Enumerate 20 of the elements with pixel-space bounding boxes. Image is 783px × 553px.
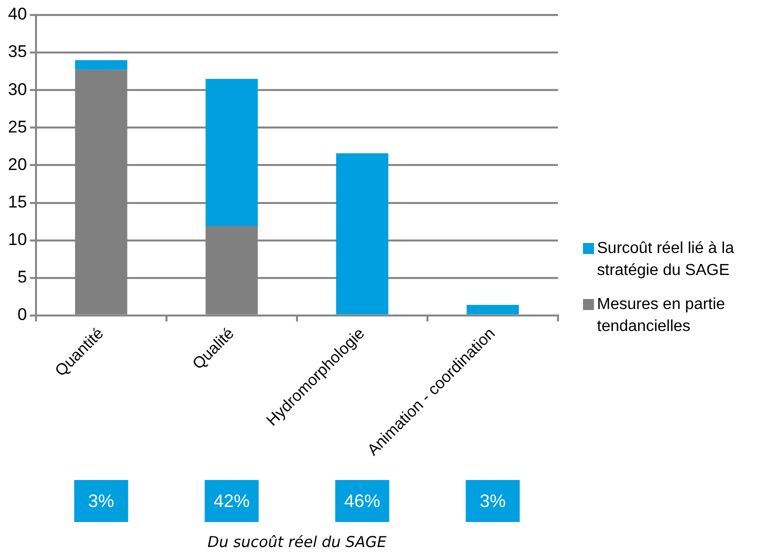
y-tick-label: 20 xyxy=(8,154,27,174)
text: Du sucoût réel du SAGE xyxy=(207,532,387,551)
y-tick-label: 25 xyxy=(8,117,27,136)
legend-label: Mesures en partie tendancielles xyxy=(597,295,726,337)
text: 46% xyxy=(344,490,380,511)
bar xyxy=(466,304,519,314)
bar xyxy=(336,153,388,314)
y-tick-label: 35 xyxy=(8,42,27,62)
y-tick-label: 15 xyxy=(8,192,27,212)
y-tick-label: 5 xyxy=(17,268,27,287)
text: 3% xyxy=(480,490,506,511)
text: 3% xyxy=(88,490,114,511)
y-tick-label: 40 xyxy=(8,4,27,24)
text: 42% xyxy=(214,490,250,511)
y-tick-label: 30 xyxy=(8,80,27,99)
legend-label: Surcoût réel lié à la stratégie du SAGE xyxy=(597,239,735,281)
y-tick-label: 10 xyxy=(8,230,27,250)
bar xyxy=(206,78,258,226)
bar xyxy=(75,60,128,70)
y-tick-label: 0 xyxy=(17,305,27,324)
